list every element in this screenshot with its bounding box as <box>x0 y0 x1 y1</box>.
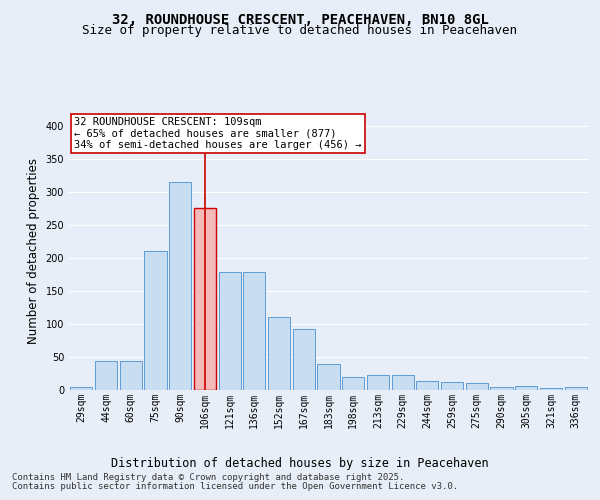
Text: Size of property relative to detached houses in Peacehaven: Size of property relative to detached ho… <box>83 24 517 37</box>
Bar <box>243 272 265 390</box>
Bar <box>70 386 92 390</box>
Bar <box>515 386 538 390</box>
Bar <box>317 364 340 390</box>
Bar <box>95 361 117 390</box>
Bar <box>441 382 463 390</box>
Bar <box>194 208 216 390</box>
Bar <box>342 377 364 390</box>
Bar <box>416 381 439 390</box>
Bar <box>466 384 488 390</box>
Bar <box>268 318 290 390</box>
Text: Distribution of detached houses by size in Peacehaven: Distribution of detached houses by size … <box>111 458 489 470</box>
Bar <box>367 376 389 390</box>
Bar <box>169 182 191 390</box>
Bar <box>119 361 142 390</box>
Text: 32, ROUNDHOUSE CRESCENT, PEACEHAVEN, BN10 8GL: 32, ROUNDHOUSE CRESCENT, PEACEHAVEN, BN1… <box>112 12 488 26</box>
Bar <box>490 386 512 390</box>
Bar <box>392 376 414 390</box>
Bar <box>218 272 241 390</box>
Y-axis label: Number of detached properties: Number of detached properties <box>27 158 40 344</box>
Text: Contains public sector information licensed under the Open Government Licence v3: Contains public sector information licen… <box>12 482 458 491</box>
Text: Contains HM Land Registry data © Crown copyright and database right 2025.: Contains HM Land Registry data © Crown c… <box>12 472 404 482</box>
Bar <box>145 251 167 390</box>
Text: 32 ROUNDHOUSE CRESCENT: 109sqm
← 65% of detached houses are smaller (877)
34% of: 32 ROUNDHOUSE CRESCENT: 109sqm ← 65% of … <box>74 116 362 150</box>
Bar <box>565 388 587 390</box>
Bar <box>293 328 315 390</box>
Bar <box>540 388 562 390</box>
